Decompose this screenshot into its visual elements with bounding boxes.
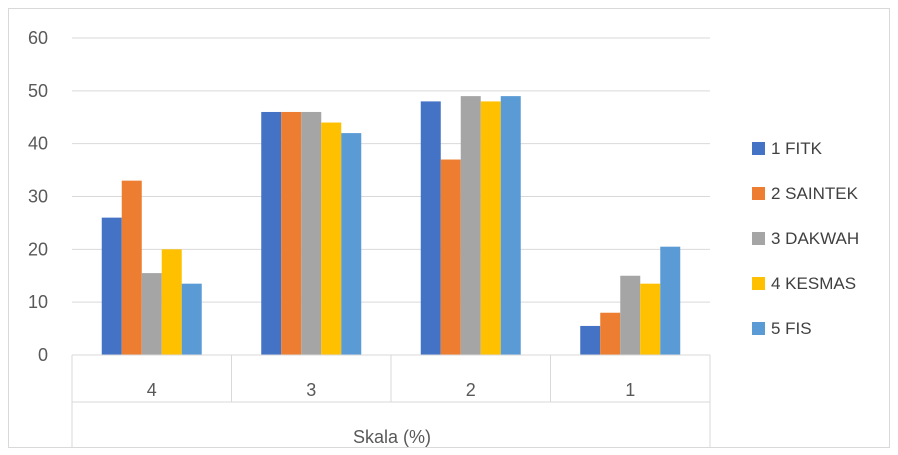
bar (321, 122, 342, 356)
y-tick-label: 0 (38, 345, 48, 365)
bar (261, 111, 282, 355)
bar (620, 275, 641, 355)
y-axis-ticks: 0 10 20 30 40 50 60 (28, 28, 48, 365)
bars (101, 96, 681, 356)
bar (580, 325, 601, 355)
x-tick-label: 3 (306, 380, 316, 400)
x-axis-label: Skala (%) (353, 427, 431, 447)
y-tick-label: 20 (28, 239, 48, 259)
bar (161, 249, 182, 355)
y-tick-label: 60 (28, 28, 48, 48)
bar (281, 111, 302, 355)
bar (600, 312, 621, 355)
chart-frame (8, 8, 890, 448)
legend-label: 3 DAKWAH (771, 229, 859, 248)
bar (660, 246, 681, 355)
legend-label: 5 FIS (771, 319, 812, 338)
legend-swatch (752, 322, 765, 335)
bar (141, 273, 162, 355)
bar (121, 180, 142, 355)
bar (301, 111, 322, 355)
legend-swatch (752, 187, 765, 200)
bar (640, 283, 661, 355)
bar (181, 283, 202, 355)
x-tick-label: 1 (625, 380, 635, 400)
legend-swatch (752, 232, 765, 245)
bar (480, 101, 501, 356)
legend-label: 4 KESMAS (771, 274, 856, 293)
x-tick-label: 4 (147, 380, 157, 400)
x-tick-label: 2 (466, 380, 476, 400)
bar (440, 159, 461, 355)
bar (101, 217, 122, 355)
y-tick-label: 50 (28, 81, 48, 101)
legend-swatch (752, 142, 765, 155)
bar (420, 101, 441, 356)
y-tick-label: 30 (28, 187, 48, 207)
y-tick-label: 40 (28, 134, 48, 154)
y-tick-label: 10 (28, 292, 48, 312)
x-axis: 4 3 2 1 (71, 354, 711, 448)
legend-swatch (752, 277, 765, 290)
legend-label: 1 FITK (771, 139, 823, 158)
bar (460, 96, 481, 355)
bar (341, 133, 362, 355)
legend-label: 2 SAINTEK (771, 184, 859, 203)
legend: 1 FITK 2 SAINTEK 3 DAKWAH 4 KESMAS 5 FIS (752, 139, 859, 338)
bar (500, 96, 521, 355)
